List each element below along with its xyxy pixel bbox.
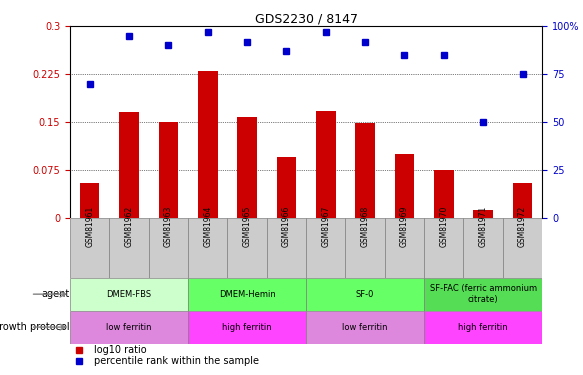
Text: growth protocol: growth protocol	[0, 322, 70, 332]
Text: SF-FAC (ferric ammonium
citrate): SF-FAC (ferric ammonium citrate)	[430, 285, 537, 304]
Bar	[70, 218, 109, 278]
Text: low ferritin: low ferritin	[342, 322, 388, 332]
Bar	[424, 278, 542, 310]
Text: DMEM-Hemin: DMEM-Hemin	[219, 290, 275, 298]
Bar	[345, 218, 385, 278]
Text: DMEM-FBS: DMEM-FBS	[107, 290, 152, 298]
Text: GSM81965: GSM81965	[243, 205, 251, 247]
Text: GSM81968: GSM81968	[361, 206, 370, 247]
Bar	[395, 154, 415, 218]
Text: low ferritin: low ferritin	[106, 322, 152, 332]
Text: GSM81972: GSM81972	[518, 206, 527, 247]
Bar	[198, 71, 217, 218]
Bar	[188, 310, 306, 344]
Bar	[110, 218, 149, 278]
Bar	[503, 218, 542, 278]
Bar	[237, 117, 257, 218]
Bar	[306, 218, 346, 278]
Bar	[512, 183, 532, 218]
Bar	[385, 218, 424, 278]
Text: high ferritin: high ferritin	[222, 322, 272, 332]
Text: GSM81966: GSM81966	[282, 205, 291, 247]
Text: percentile rank within the sample: percentile rank within the sample	[93, 356, 259, 366]
Text: GSM81970: GSM81970	[440, 205, 448, 247]
Bar	[276, 157, 296, 218]
Bar	[316, 111, 336, 218]
Bar	[424, 310, 542, 344]
Bar	[306, 278, 424, 310]
Bar	[188, 218, 227, 278]
Text: SF-0: SF-0	[356, 290, 374, 298]
Bar	[119, 112, 139, 218]
Text: high ferritin: high ferritin	[458, 322, 508, 332]
Text: GSM81969: GSM81969	[400, 205, 409, 247]
Bar	[149, 218, 188, 278]
Bar	[463, 218, 503, 278]
Text: GSM81961: GSM81961	[85, 206, 94, 247]
Bar	[424, 218, 463, 278]
Bar	[267, 218, 306, 278]
Bar	[355, 123, 375, 218]
Title: GDS2230 / 8147: GDS2230 / 8147	[255, 12, 357, 25]
Text: log10 ratio: log10 ratio	[93, 345, 146, 355]
Text: GSM81967: GSM81967	[321, 205, 330, 247]
Bar	[473, 210, 493, 218]
Text: GSM81962: GSM81962	[125, 206, 134, 247]
Bar	[227, 218, 267, 278]
Bar	[80, 183, 100, 218]
Text: GSM81963: GSM81963	[164, 205, 173, 247]
Bar	[159, 122, 178, 218]
Bar	[306, 310, 424, 344]
Bar	[434, 170, 454, 218]
Text: GSM81964: GSM81964	[203, 205, 212, 247]
Text: agent: agent	[42, 289, 70, 299]
Bar	[188, 278, 306, 310]
Text: GSM81971: GSM81971	[479, 206, 487, 247]
Bar	[70, 278, 188, 310]
Bar	[70, 310, 188, 344]
